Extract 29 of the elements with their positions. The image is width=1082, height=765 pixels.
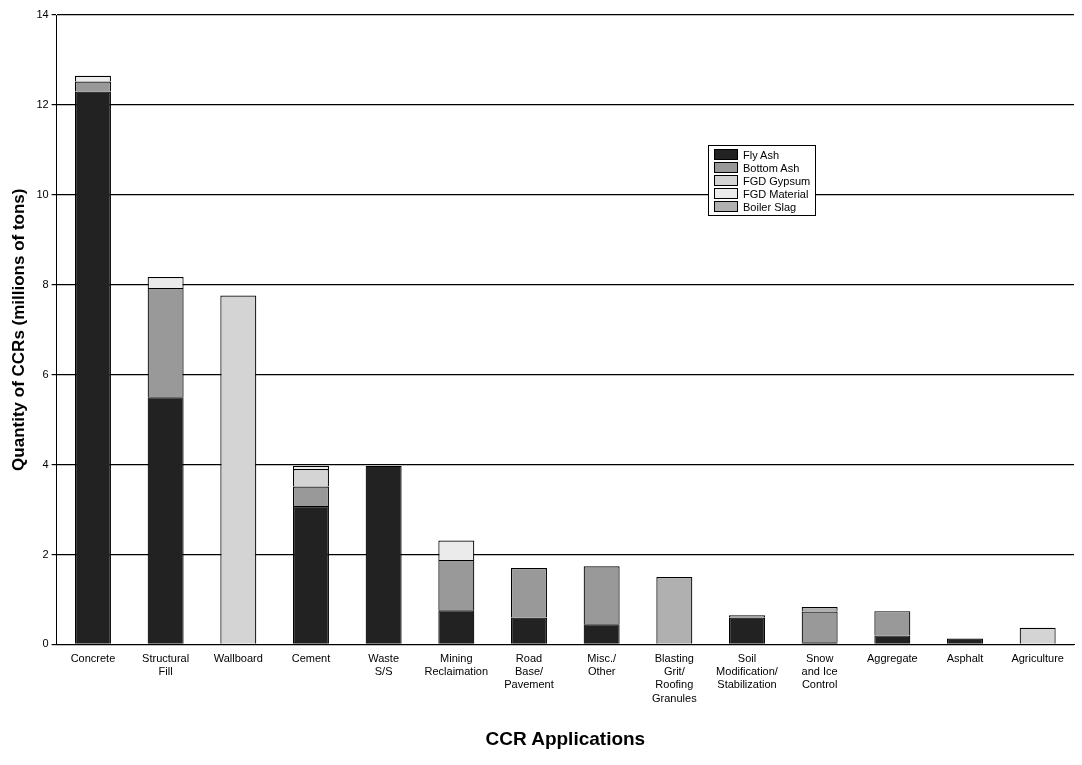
- y-tick-label: 0: [42, 637, 49, 650]
- legend-label: Fly Ash: [743, 148, 780, 161]
- y-tick-label: 6: [42, 367, 49, 380]
- x-tick-label: Structural Fill: [142, 652, 190, 678]
- y-tick-label: 8: [42, 277, 49, 290]
- y-tick-label: 4: [42, 457, 49, 470]
- x-axis-title: CCR Applications: [485, 727, 646, 749]
- legend-label: FGD Material: [743, 187, 809, 200]
- y-tick-label: 10: [36, 187, 49, 200]
- x-tick-label: Cement: [291, 652, 331, 665]
- legend-label: FGD Gypsum: [743, 174, 811, 187]
- x-tick-label: Snow and Ice Control: [801, 652, 838, 691]
- x-tick-label: Road Base/ Pavement: [504, 652, 554, 691]
- legend-label: Boiler Slag: [743, 200, 797, 213]
- y-tick-label: 2: [42, 547, 49, 560]
- x-tick-label: Agriculture: [1011, 652, 1064, 665]
- x-tick-label: Misc./ Other: [587, 652, 617, 678]
- x-tick-label: Wallboard: [213, 652, 263, 665]
- x-tick-label: Soil Modification/ Stabilization: [716, 652, 779, 691]
- x-tick-label: Blasting Grit/ Roofing Granules: [652, 652, 698, 704]
- x-tick-label: Waste S/S: [368, 652, 400, 678]
- y-tick-label: 12: [36, 97, 49, 110]
- x-tick-label: Concrete: [70, 652, 116, 665]
- x-tick-label: Mining Reclaimation: [424, 652, 489, 678]
- legend-label: Bottom Ash: [743, 161, 800, 174]
- x-tick-label: Aggregate: [866, 652, 918, 665]
- x-tick-label: Asphalt: [946, 652, 984, 665]
- y-tick-label: 14: [36, 8, 49, 21]
- y-axis-title: Quantity of CCRs (millions of tons): [8, 188, 28, 471]
